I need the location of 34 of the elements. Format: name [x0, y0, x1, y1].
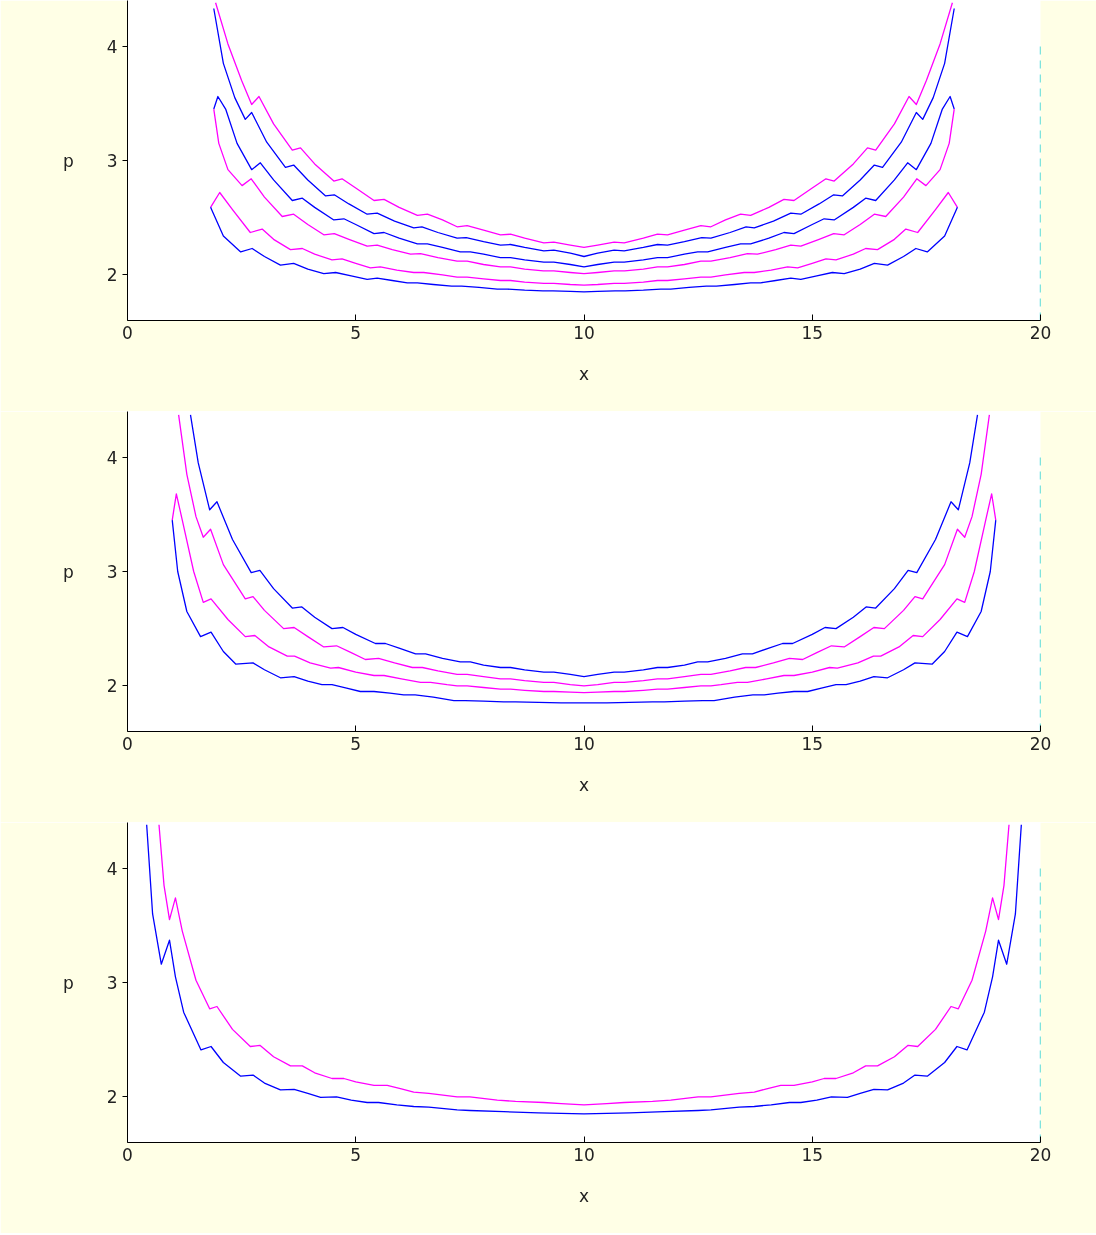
x-tick-label: 20: [1029, 733, 1052, 754]
y-tick-label: 2: [106, 676, 118, 697]
x-tick-label: 15: [801, 733, 824, 754]
x-tick-label: 10: [573, 322, 595, 343]
y-axis-title: p: [62, 561, 74, 582]
x-axis-title: x: [578, 1185, 590, 1206]
y-tick-label: 4: [106, 36, 118, 57]
y-tick-label: 3: [106, 562, 118, 582]
y-tick-label: 2: [106, 265, 118, 286]
x-tick-label: 15: [801, 1144, 824, 1165]
x-tick-label: 0: [122, 733, 133, 754]
x-tick-label: 5: [350, 322, 362, 343]
x-tick-label: 10: [573, 1144, 595, 1165]
line-series: [171, 519, 997, 704]
x-tick-label: 5: [350, 1144, 362, 1165]
x-tick-label: 5: [350, 733, 362, 754]
y-tick-label: 3: [106, 151, 118, 171]
x-tick-label: 15: [801, 322, 824, 343]
y-axis-title: p: [62, 972, 74, 993]
x-tick-label: 0: [122, 1144, 133, 1165]
y-tick-label: 4: [106, 447, 118, 468]
line-series: [209, 206, 959, 293]
x-axis-title: x: [578, 363, 590, 384]
y-tick-label: 3: [106, 973, 118, 993]
x-tick-label: 10: [573, 733, 595, 754]
line-series: [171, 493, 997, 694]
x-tick-label: 20: [1029, 1144, 1052, 1165]
x-axis-title: x: [578, 774, 590, 795]
x-tick-label: 20: [1029, 322, 1052, 343]
x-tick-label: 0: [122, 322, 133, 343]
y-tick-label: 4: [106, 858, 118, 879]
y-axis-title: p: [62, 150, 74, 171]
y-tick-label: 2: [106, 1087, 118, 1108]
line-series: [209, 191, 959, 286]
